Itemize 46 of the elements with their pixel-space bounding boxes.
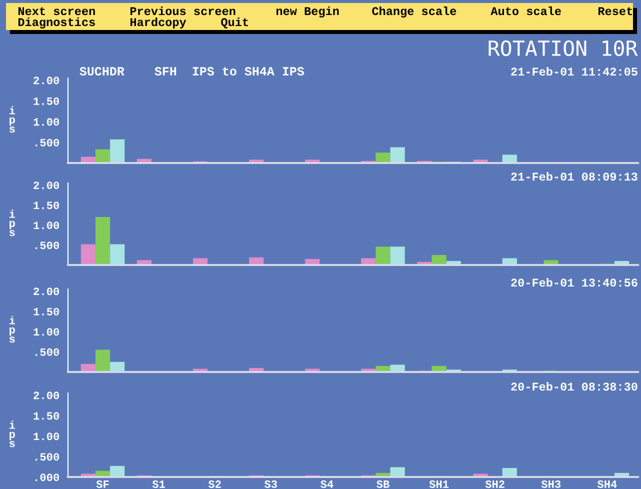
y-axis-title: ips: [9, 420, 16, 448]
x-tick-label: S3: [264, 480, 277, 488]
y-axis-title: ips: [9, 106, 16, 133]
y-tick-label: 2.00: [34, 392, 60, 400]
text: Diagnostics: [18, 17, 95, 29]
text: Reset: [598, 7, 632, 16]
text: Change scale: [372, 6, 456, 18]
y-tick-label: .500: [36, 138, 60, 146]
text: new Begin: [276, 6, 339, 18]
y-tick-label: 1.50: [34, 97, 60, 105]
x-tick-label: S2: [208, 480, 221, 488]
y-tick-label: 1.00: [34, 328, 60, 336]
x-tick-label: S1: [152, 480, 165, 488]
text: 20-Feb-01 08:38:30: [511, 382, 638, 391]
y-tick-label: 2.00: [34, 76, 60, 84]
text: Previous screen: [130, 6, 236, 16]
x-tick-label: S4: [320, 480, 334, 488]
y-axis-title: ips: [9, 210, 16, 236]
chart-subtitle: SUCHDR SFH IPS to SH4A IPS: [80, 67, 304, 76]
y-tick-label: 1.00: [34, 118, 60, 126]
y-tick-label: 1.50: [34, 308, 60, 316]
text: Auto scale: [490, 6, 561, 16]
y-tick-label: 1.00: [34, 222, 60, 230]
y-tick-label: .500: [36, 453, 60, 461]
y-tick-label: 2.00: [34, 288, 60, 296]
y-tick-label: .500: [36, 348, 60, 356]
text: 20-Feb-01 13:40:56: [511, 278, 638, 287]
text: Quit: [221, 18, 248, 28]
chart-title: ROTATION 10R: [488, 40, 638, 56]
text: Next screen: [18, 7, 95, 16]
text: 21-Feb-01 11:42:05: [511, 66, 638, 76]
text: Hardcopy: [130, 18, 186, 29]
y-tick-label: 1.50: [34, 412, 60, 420]
y-tick-label: .500: [36, 242, 60, 250]
x-tick-label: SB: [376, 480, 390, 488]
x-tick-label: SH3: [541, 480, 561, 488]
y-tick-label: 1.00: [34, 432, 60, 440]
x-tick-label: SH1: [429, 480, 449, 488]
y-axis-title: ips: [9, 316, 16, 343]
y-tick-label: 1.50: [34, 202, 60, 210]
x-tick-label: SF: [96, 480, 109, 488]
x-tick-label: SH4: [597, 480, 617, 488]
text: 21-Feb-01 08:09:13: [511, 172, 638, 181]
y-tick-label: 2.00: [34, 182, 60, 190]
x-tick-label: SH2: [485, 480, 504, 488]
y-tick-label: .000: [36, 474, 60, 482]
